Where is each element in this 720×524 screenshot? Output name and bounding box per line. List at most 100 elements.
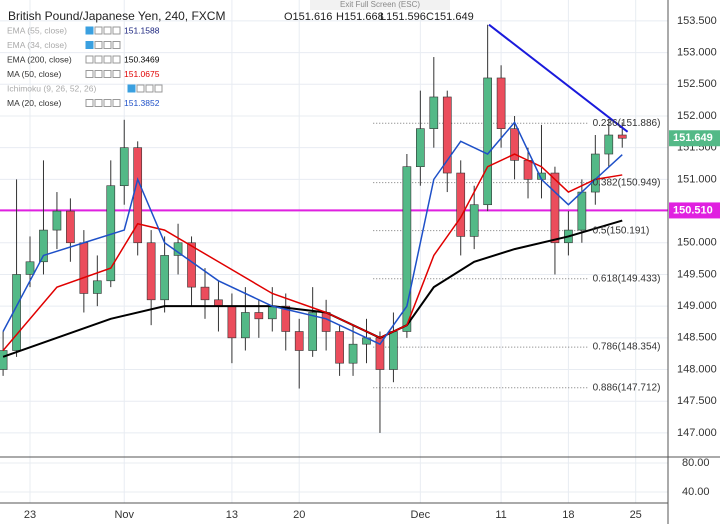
candle-body	[577, 191, 587, 231]
fib-label: 0.236(151.886)	[593, 118, 661, 129]
indicator-name[interactable]: EMA (55, close)	[7, 25, 67, 35]
candle-body	[523, 160, 533, 180]
indicator-name[interactable]: Ichimoku (9, 26, 52, 26)	[7, 83, 96, 93]
candle-body	[604, 134, 614, 155]
indicator-button[interactable]	[103, 55, 112, 64]
exit-button[interactable]	[310, 0, 450, 10]
candle-body	[281, 305, 291, 332]
fib-label: 0.618(149.433)	[593, 273, 661, 284]
price-tag-label: 151.649	[673, 132, 713, 144]
indicator-button[interactable]	[85, 99, 94, 107]
exit-label[interactable]: Exit Full Screen (ESC)	[340, 0, 420, 9]
indicator-button[interactable]	[94, 70, 103, 78]
indicator-button[interactable]	[94, 41, 103, 49]
candle-body	[79, 242, 89, 294]
fib-label: 0.786(148.354)	[593, 342, 661, 353]
x-tick-label: Nov	[114, 509, 134, 521]
plot-layer	[0, 23, 668, 433]
candle-body	[66, 210, 75, 244]
y-tick-label: 149.000	[677, 300, 717, 312]
indicator-button[interactable]	[103, 41, 112, 49]
price-tag-label: 150.510	[673, 204, 713, 216]
indicator-button[interactable]	[127, 84, 136, 93]
symbol-title: British Pound/Japanese Yen, 240, FXCM	[8, 9, 225, 23]
indicator-button[interactable]	[94, 26, 103, 35]
indicator-button[interactable]	[85, 70, 94, 78]
indicator-button[interactable]	[136, 84, 145, 93]
indicator-button[interactable]	[112, 26, 121, 35]
indicator-button[interactable]	[112, 99, 121, 107]
y-tick-label: 151.000	[677, 173, 717, 185]
indicator-button[interactable]	[145, 84, 154, 93]
candle-body	[456, 172, 466, 237]
candle-body	[294, 331, 304, 351]
indicator-name[interactable]: EMA (200, close)	[7, 54, 72, 64]
candle-body	[590, 153, 600, 193]
indicator-button[interactable]	[94, 99, 103, 107]
price-tag	[669, 130, 720, 147]
candle-body	[389, 331, 398, 370]
candle-body	[469, 204, 479, 237]
candle-body	[335, 331, 344, 364]
y2-tick-label: 40.00	[682, 486, 710, 498]
candle-body	[160, 255, 169, 301]
price-tag	[669, 202, 720, 219]
indicator-value: 150.3469	[124, 54, 160, 64]
candle-body	[254, 312, 264, 320]
indicator-name[interactable]: MA (50, close)	[7, 69, 61, 79]
y-tick-label: 152.500	[677, 78, 717, 90]
candle-body	[308, 312, 318, 351]
candle-body	[25, 261, 35, 275]
indicator-value: 151.3852	[124, 98, 160, 108]
candle-body	[119, 147, 129, 187]
candle-body	[416, 128, 425, 168]
x-tick-label: Dec	[411, 509, 431, 521]
trendline	[488, 23, 629, 133]
candle-body	[442, 96, 452, 174]
y-tick-label: 148.500	[677, 332, 717, 344]
candle-body	[187, 242, 196, 288]
candle-body	[39, 229, 48, 263]
indicator-button[interactable]	[85, 26, 94, 35]
y-tick-label: 153.500	[677, 15, 717, 27]
ma-line	[2, 153, 623, 352]
candle-body	[321, 312, 331, 332]
indicator-button[interactable]	[103, 26, 112, 35]
candle-body	[267, 305, 277, 320]
candle-body	[429, 96, 439, 129]
indicator-button[interactable]	[85, 41, 94, 49]
ui-layer: 147.000 147.500 148.000 148.500 149.000 149.5…	[7, 9, 720, 521]
ohlc-value: O151.616	[284, 11, 332, 23]
y-tick-label: 149.500	[677, 268, 717, 280]
y-tick-label: 150.000	[677, 237, 717, 249]
candle-body	[92, 280, 102, 294]
candle-body	[0, 350, 8, 370]
y-tick-label: 152.000	[677, 110, 717, 122]
fib-label: 0.382(150.949)	[593, 177, 661, 188]
candle-body	[483, 77, 492, 206]
x-tick-label: 25	[630, 509, 642, 521]
indicator-button[interactable]	[85, 55, 94, 64]
x-tick-label: 13	[226, 509, 238, 521]
candle-body	[402, 166, 412, 332]
indicator-button[interactable]	[112, 55, 121, 64]
indicator-button[interactable]	[94, 55, 103, 64]
candle-body	[241, 312, 250, 339]
fib-label: 0.886(147.712)	[593, 382, 661, 393]
candle-body	[200, 286, 210, 301]
ohlc-value: H151.668	[336, 11, 384, 23]
y-tick-label: 153.000	[677, 47, 717, 59]
indicator-button[interactable]	[103, 99, 112, 107]
x-tick-label: 11	[495, 509, 506, 521]
indicator-button[interactable]	[112, 70, 121, 78]
indicator-name[interactable]: MA (20, close)	[7, 98, 61, 108]
x-tick-label: 18	[562, 509, 574, 521]
indicator-name[interactable]: EMA (34, close)	[7, 40, 67, 50]
y-tick-label: 148.000	[677, 363, 717, 375]
y-tick-label: 147.000	[677, 427, 717, 439]
indicator-button[interactable]	[154, 84, 163, 93]
indicator-button[interactable]	[112, 41, 121, 49]
candle-body	[550, 172, 560, 244]
indicator-button[interactable]	[103, 70, 112, 78]
